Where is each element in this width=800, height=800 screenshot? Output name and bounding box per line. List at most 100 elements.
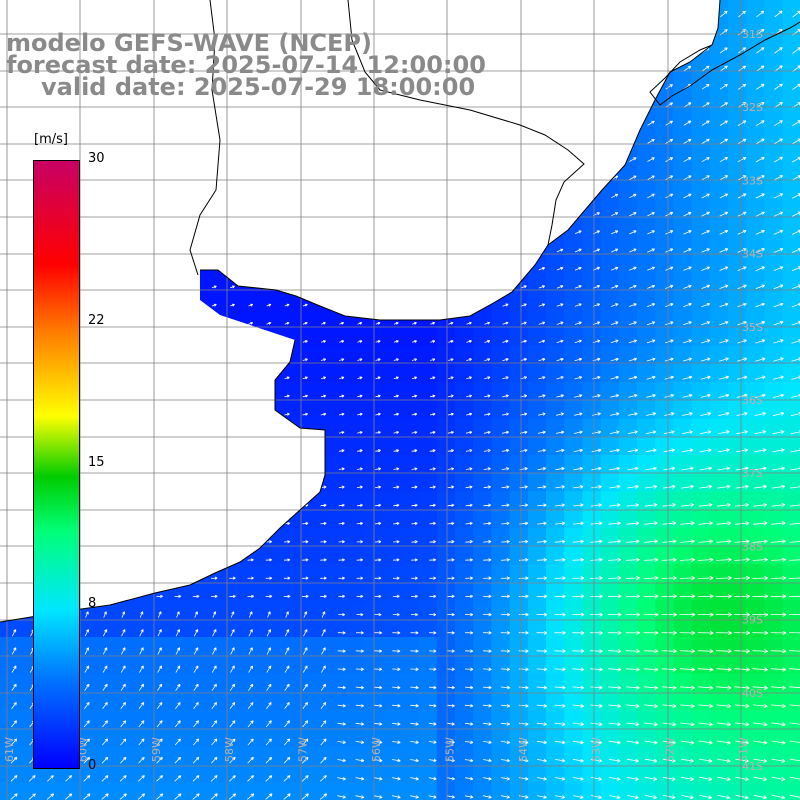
wind-arrow [644,722,658,727]
wind-speed-cell [109,764,128,784]
wind-arrow [697,630,714,636]
longitude-label: 54W [517,737,530,762]
wind-arrow [774,10,783,18]
wind-arrow [590,576,603,581]
wind-arrow [229,775,236,782]
wind-speed-cell [600,473,620,492]
wind-arrow [482,795,492,799]
wind-arrow [700,393,711,398]
wind-speed-cell [436,691,456,711]
wind-speed-cell [364,782,383,800]
wind-speed-cell [546,746,565,765]
wind-arrow [248,629,253,637]
wind-speed-cell [746,655,765,674]
wind-speed-cell [546,728,565,747]
wind-arrow [719,83,728,90]
wind-speed-cell [273,746,292,765]
wind-speed-cell [345,327,365,347]
wind-arrow [625,630,640,635]
wind-arrow [28,775,36,782]
wind-arrow [773,357,784,362]
wind-arrow [773,229,784,235]
wind-speed-cell [709,127,729,147]
wind-speed-cell [436,491,456,511]
wind-arrow [411,358,418,362]
wind-speed-cell [436,327,456,347]
wind-arrow [321,647,326,655]
wind-speed-cell [382,582,401,602]
wind-speed-cell [691,618,711,638]
wind-speed-cell [291,345,310,365]
wind-arrow [520,303,527,307]
wind-arrow [210,594,218,599]
wind-speed-cell [309,637,329,656]
wind-speed-cell [382,418,401,438]
wind-arrow [644,521,658,526]
wind-speed-cell [582,655,602,674]
wind-speed-cell [527,400,547,420]
wind-speed-cell [509,527,529,547]
wind-arrow [500,703,511,708]
wind-speed-cell [163,764,183,784]
wind-arrow [47,775,54,782]
wind-arrow [683,157,692,163]
wind-arrow [139,629,144,637]
wind-arrow [502,394,509,398]
wind-speed-cell [546,254,565,274]
wind-speed-cell [746,0,765,19]
wind-arrow [83,756,91,764]
longitude-label: 52W [664,737,677,762]
wind-speed-cell [637,709,656,729]
wind-arrow [410,685,419,690]
wind-arrow [647,284,656,289]
wind-arrow [518,631,529,635]
wind-speed-cell [673,382,693,401]
wind-speed-cell [637,546,656,565]
wind-arrow [610,375,619,380]
wind-speed-cell [400,509,420,529]
wind-speed-cell [309,382,329,401]
wind-arrow [715,612,732,617]
wind-speed-cell [709,782,729,800]
wind-speed-cell [637,691,656,711]
wind-speed-cell [564,600,583,620]
wind-arrow [536,612,548,617]
wind-arrow [754,375,766,380]
wind-speed-cell [382,436,401,456]
wind-arrow [448,340,454,343]
wind-arrow [410,722,419,726]
wind-speed-cell [509,509,529,529]
wind-arrow [320,720,327,728]
latitude-label: 38S [742,540,763,553]
wind-speed-cell [546,364,565,383]
wind-speed-cell [509,309,529,329]
wind-arrow [410,704,419,708]
wind-arrow [230,285,235,289]
wind-arrow [428,740,437,744]
wind-arrow [663,430,675,435]
wind-arrow [736,411,748,416]
wind-speed-cell [764,309,784,329]
wind-arrow [536,630,548,635]
wind-speed-cell [691,709,711,729]
wind-arrow [355,685,365,690]
wind-arrow [556,357,564,362]
wind-speed-cell [0,691,19,711]
wind-speed-cell [546,691,565,711]
wind-arrow [664,357,674,362]
wind-speed-cell [655,527,674,547]
wind-arrow [644,503,658,508]
wind-arrow [102,683,108,691]
forecast-date: forecast date: 2025-07-14 12:00:00 [6,51,486,79]
wind-speed-cell [527,691,547,711]
wind-arrow [374,631,383,635]
wind-arrow [608,703,622,708]
wind-speed-cell [473,345,492,365]
wind-arrow [753,484,767,489]
wind-speed-cell [655,382,674,401]
wind-arrow [429,430,436,435]
wind-arrow [715,575,732,581]
wind-arrow [701,138,710,144]
wind-arrow [646,375,656,380]
